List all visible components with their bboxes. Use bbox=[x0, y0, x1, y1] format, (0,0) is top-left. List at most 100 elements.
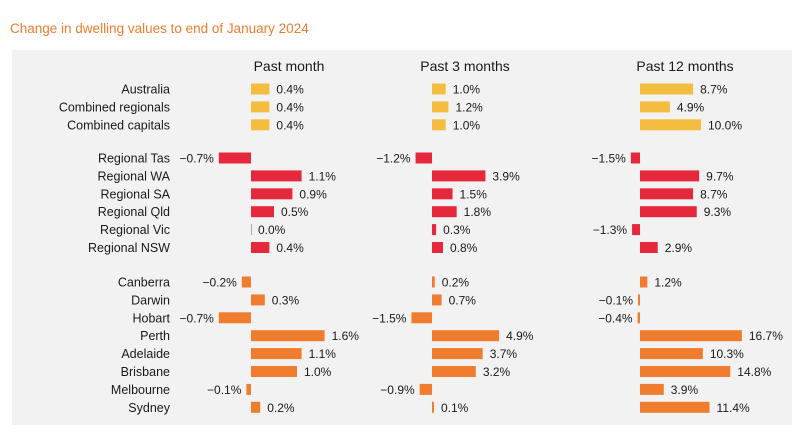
bar bbox=[432, 83, 446, 95]
category-label: Melbourne bbox=[111, 383, 170, 397]
bar bbox=[419, 383, 432, 395]
data-label: 1.1% bbox=[309, 347, 337, 361]
panel-header-0: Past month bbox=[254, 58, 325, 74]
bar bbox=[218, 312, 251, 324]
category-label: Regional WA bbox=[98, 169, 171, 183]
data-label: −1.5% bbox=[591, 152, 626, 166]
bar bbox=[432, 119, 446, 131]
data-label: 1.0% bbox=[304, 365, 332, 379]
data-label: 0.4% bbox=[276, 83, 304, 97]
data-label: 9.7% bbox=[706, 169, 734, 183]
data-label: −1.2% bbox=[376, 152, 411, 166]
category-label: Adelaide bbox=[121, 347, 170, 361]
category-label: Australia bbox=[121, 83, 170, 97]
data-label: 1.0% bbox=[453, 83, 481, 97]
bar bbox=[637, 312, 640, 324]
bar bbox=[630, 152, 640, 164]
bar bbox=[251, 294, 265, 306]
data-label: −0.7% bbox=[179, 152, 214, 166]
bar bbox=[251, 83, 270, 95]
bar bbox=[411, 312, 432, 324]
data-label: 0.1% bbox=[441, 401, 469, 415]
data-label: −0.7% bbox=[179, 311, 214, 325]
data-label: 10.0% bbox=[708, 118, 742, 132]
bar bbox=[241, 276, 251, 288]
data-label: 1.0% bbox=[453, 118, 481, 132]
category-label: Brisbane bbox=[121, 365, 170, 379]
data-label: 3.2% bbox=[483, 365, 511, 379]
data-label: −1.3% bbox=[593, 223, 628, 237]
bar bbox=[432, 366, 476, 377]
data-label: 1.2% bbox=[654, 276, 682, 290]
bar bbox=[640, 366, 731, 377]
category-label: Regional NSW bbox=[88, 241, 170, 255]
bar bbox=[640, 101, 670, 113]
bar bbox=[432, 330, 500, 342]
bar bbox=[432, 242, 443, 253]
data-label: 16.7% bbox=[749, 329, 783, 343]
bar bbox=[432, 188, 453, 200]
bar bbox=[251, 348, 302, 360]
bar bbox=[415, 152, 432, 164]
bar bbox=[640, 276, 648, 288]
data-label: 4.9% bbox=[677, 100, 705, 114]
category-label: Regional Tas bbox=[98, 152, 170, 166]
bar bbox=[251, 224, 252, 236]
data-label: 1.1% bbox=[309, 169, 337, 183]
page-title: Change in dwelling values to end of Janu… bbox=[10, 21, 309, 36]
bar bbox=[640, 348, 703, 360]
bar bbox=[640, 401, 710, 413]
data-label: 0.2% bbox=[442, 276, 470, 290]
bar bbox=[218, 152, 251, 164]
bar bbox=[640, 170, 700, 182]
bar bbox=[251, 119, 270, 131]
data-label: 1.2% bbox=[455, 100, 483, 114]
data-label: 8.7% bbox=[700, 187, 728, 201]
category-label: Regional Qld bbox=[98, 205, 170, 219]
bar bbox=[246, 383, 251, 395]
bar bbox=[251, 242, 270, 253]
category-label: Combined regionals bbox=[59, 100, 170, 114]
panel-header-1: Past 3 months bbox=[420, 58, 510, 74]
bar bbox=[432, 170, 486, 182]
bar bbox=[640, 206, 697, 218]
data-label: 14.8% bbox=[737, 365, 771, 379]
bar bbox=[640, 188, 694, 200]
category-label: Hobart bbox=[132, 311, 170, 325]
bar bbox=[640, 119, 701, 131]
chart-panel bbox=[12, 50, 792, 425]
data-label: 1.5% bbox=[460, 187, 488, 201]
data-label: 0.5% bbox=[281, 205, 309, 219]
bar bbox=[251, 206, 274, 218]
bar bbox=[251, 401, 261, 413]
data-label: 2.9% bbox=[665, 241, 693, 255]
data-label: 1.8% bbox=[464, 205, 492, 219]
bar bbox=[640, 83, 694, 95]
category-label: Combined capitals bbox=[67, 118, 170, 132]
data-label: 8.7% bbox=[700, 83, 728, 97]
data-label: 3.9% bbox=[492, 169, 520, 183]
bar bbox=[432, 401, 434, 413]
bar bbox=[432, 348, 483, 360]
data-label: 0.4% bbox=[276, 100, 304, 114]
data-label: 9.3% bbox=[704, 205, 732, 219]
bar bbox=[640, 383, 664, 395]
bar bbox=[432, 101, 449, 113]
bar bbox=[632, 224, 640, 236]
data-label: 1.6% bbox=[332, 329, 360, 343]
bar bbox=[432, 294, 442, 306]
bar bbox=[640, 330, 742, 342]
data-label: 0.4% bbox=[276, 118, 304, 132]
data-label: 0.3% bbox=[272, 293, 300, 307]
data-label: 0.9% bbox=[299, 187, 327, 201]
panel-header-2: Past 12 months bbox=[636, 58, 733, 74]
data-label: 0.2% bbox=[267, 401, 295, 415]
data-label: −0.2% bbox=[202, 276, 237, 290]
data-label: 3.7% bbox=[490, 347, 518, 361]
bar bbox=[251, 330, 325, 342]
bar bbox=[432, 224, 437, 236]
data-label: 0.0% bbox=[258, 223, 286, 237]
data-label: 11.4% bbox=[717, 401, 750, 415]
data-label: 0.3% bbox=[443, 223, 471, 237]
